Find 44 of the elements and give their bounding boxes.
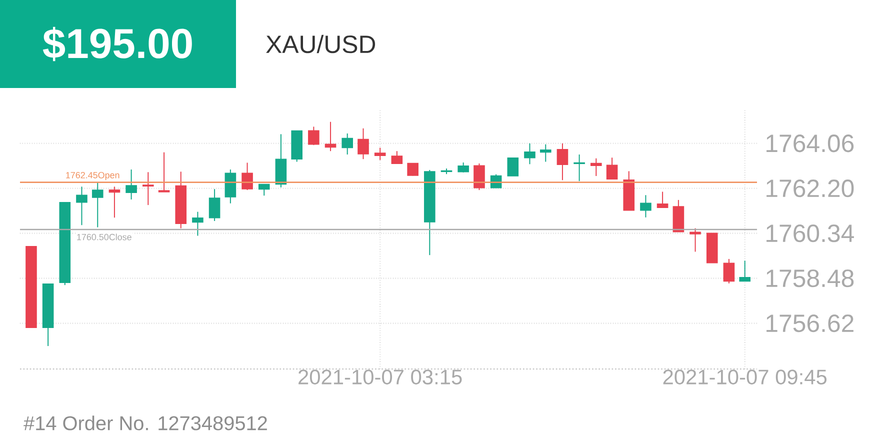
text: #14 Order No. 1273489512 [24, 416, 267, 430]
chart-subtitle: XAU/USD [266, 34, 376, 54]
candlestick [656, 191, 668, 208]
candlestick [224, 168, 236, 204]
candlestick [574, 154, 585, 182]
candlestick [723, 258, 735, 284]
y-tick-label: 1764.06 [766, 134, 854, 152]
candlestick [690, 228, 701, 252]
candlestick [242, 162, 253, 191]
candlestick [556, 142, 568, 181]
x-tick-label: 2021-10-07 03:15 [298, 370, 462, 384]
candlestick [590, 158, 602, 177]
candlestick [640, 194, 652, 218]
chart-title: $195.00 [42, 26, 192, 62]
ref-line-label: 1762.45Open [66, 172, 120, 180]
candlestick [524, 142, 536, 165]
candlestick [192, 211, 204, 236]
candlestick [458, 162, 469, 173]
candlestick [324, 121, 336, 152]
candlestick [108, 186, 120, 218]
candlestick [158, 152, 170, 192]
candlestick [342, 132, 354, 155]
y-tick-label: 1756.62 [766, 314, 854, 332]
x-tick-label: 2021-10-07 09:45 [663, 370, 827, 384]
candlestick [606, 157, 618, 180]
candlestick [739, 260, 751, 282]
candlestick [540, 144, 552, 162]
candlestick [358, 128, 369, 160]
y-tick-label: 1760.34 [766, 224, 854, 242]
candlestick [507, 158, 519, 176]
y-tick-label: 1762.20 [766, 180, 854, 198]
candlestick [474, 162, 485, 191]
candlestick [92, 182, 104, 228]
candlestick [126, 168, 137, 200]
ref-line-label: 1760.50Close [77, 234, 132, 240]
candlestick [407, 162, 418, 176]
candlestick [208, 188, 220, 222]
candlestick [258, 184, 270, 196]
candlestick [391, 150, 403, 164]
candlestick [76, 186, 88, 226]
candlestick [142, 172, 154, 206]
candlestick [374, 147, 386, 161]
y-tick-label: 1758.48 [766, 269, 854, 288]
candlestick [308, 126, 320, 146]
